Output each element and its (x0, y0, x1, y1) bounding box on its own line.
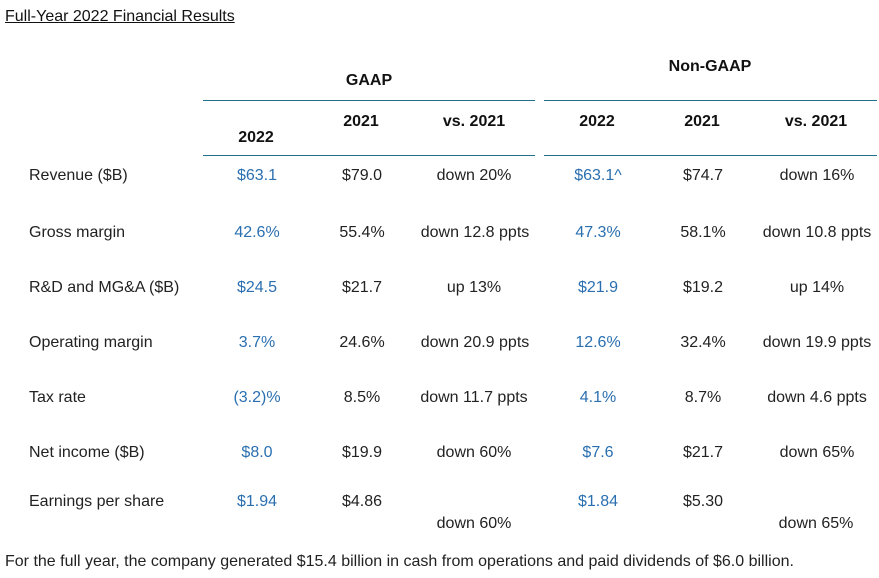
table-cell: down 10.8 ppts (762, 224, 872, 241)
table-cell: 12.6% (575, 334, 621, 351)
table-cell: $1.84 (577, 493, 619, 510)
table-cell: $5.30 (682, 493, 724, 510)
row-label-tax-rate: Tax rate (29, 389, 86, 406)
table-cell: down 11.7 ppts (420, 389, 528, 406)
table-cell: $19.2 (682, 279, 724, 296)
table-cell: 3.7% (238, 334, 276, 351)
table-cell: $21.9 (577, 279, 619, 296)
col-header-non-gaap-2022: 2022 (579, 113, 615, 130)
table-cell: 47.3% (575, 224, 621, 241)
table-cell: down 4.6 ppts (767, 389, 867, 406)
table-cell: $21.7 (682, 444, 724, 461)
table-cell: down 65% (778, 515, 854, 532)
table-cell: (3.2)% (233, 389, 281, 406)
col-header-non-gaap-2021: 2021 (684, 113, 720, 130)
row-label-revenue: Revenue ($B) (29, 167, 128, 184)
non-gaap-top-rule (544, 100, 877, 101)
page-title: Full-Year 2022 Financial Results (5, 8, 235, 25)
row-label-gross-margin: Gross margin (29, 224, 126, 241)
table-cell: down 20.9 ppts (420, 334, 530, 351)
col-header-gaap-2022: 2022 (238, 129, 274, 146)
table-cell: 24.6% (339, 334, 385, 351)
non-gaap-header-rule (544, 155, 877, 156)
col-header-gaap-vs-2021: vs. 2021 (442, 113, 506, 130)
gaap-header-rule (203, 155, 535, 156)
table-cell: 8.7% (684, 389, 722, 406)
col-header-gaap-2021: 2021 (343, 113, 379, 130)
table-cell: $8.0 (241, 444, 273, 461)
table-cell: 58.1% (680, 224, 726, 241)
col-header-non-gaap-vs-2021: vs. 2021 (784, 113, 848, 130)
table-cell: $63.1^ (574, 167, 622, 184)
table-cell: down 60% (436, 444, 512, 461)
table-cell: $1.94 (236, 493, 278, 510)
table-cell: down 20% (436, 167, 512, 184)
table-cell: $74.7 (682, 167, 724, 184)
table-cell: up 14% (789, 279, 845, 296)
non-gaap-group-header: Non-GAAP (668, 58, 752, 75)
table-cell: $63.1 (236, 167, 278, 184)
table-cell: down 16% (779, 167, 855, 184)
row-label-eps: Earnings per share (29, 493, 165, 510)
gaap-top-rule (203, 100, 535, 101)
table-cell: $7.6 (582, 444, 614, 461)
table-cell: 4.1% (579, 389, 617, 406)
row-label-operating-margin: Operating margin (29, 334, 153, 351)
row-label-rd-mga: R&D and MG&A ($B) (29, 279, 180, 296)
table-cell: 55.4% (339, 224, 385, 241)
gaap-group-header: GAAP (345, 72, 393, 89)
table-cell: down 60% (436, 515, 512, 532)
table-cell: down 12.8 ppts (420, 224, 530, 241)
table-cell: down 65% (779, 444, 855, 461)
table-cell: $24.5 (236, 279, 278, 296)
table-cell: $21.7 (341, 279, 383, 296)
table-cell: 42.6% (234, 224, 280, 241)
table-cell: down 19.9 ppts (762, 334, 872, 351)
table-cell: 32.4% (680, 334, 726, 351)
table-cell: $4.86 (341, 493, 383, 510)
row-label-net-income: Net income ($B) (29, 444, 145, 461)
table-cell: up 13% (446, 279, 502, 296)
table-cell: $79.0 (341, 167, 383, 184)
table-cell: $19.9 (341, 444, 383, 461)
table-cell: 8.5% (343, 389, 381, 406)
footer-text: For the full year, the company generated… (5, 553, 794, 570)
